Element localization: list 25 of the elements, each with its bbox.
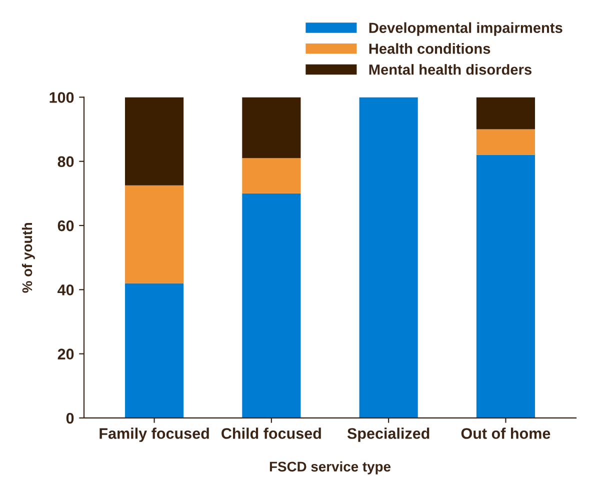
x-tick-label: Out of home <box>461 428 550 439</box>
bar <box>359 97 418 418</box>
legend-label: Health conditions <box>369 43 490 54</box>
y-axis-title: % of youth <box>22 222 35 293</box>
bar <box>476 97 535 130</box>
y-tick-label: 100 <box>50 92 74 103</box>
legend-label: Developmental impairments <box>369 22 562 36</box>
bar <box>476 129 535 155</box>
x-tick-label: Specialized <box>347 428 430 442</box>
bar <box>242 193 301 418</box>
y-tick-label: 20 <box>58 348 74 360</box>
bar <box>242 158 301 194</box>
bar <box>125 185 184 284</box>
x-axis-title: FSCD service type <box>270 461 391 474</box>
y-tick-label: 60 <box>58 220 74 232</box>
y-tick-label: 40 <box>58 284 74 296</box>
bar <box>125 97 184 186</box>
bar <box>476 154 535 418</box>
bar <box>242 97 301 158</box>
legend-label: Mental health disorders <box>369 64 532 75</box>
x-tick-label: Child focused <box>222 428 321 439</box>
bar <box>125 283 184 418</box>
x-tick-label: Family focused <box>100 428 209 442</box>
y-tick-label: 80 <box>58 156 74 168</box>
y-tick-label: 0 <box>66 412 74 424</box>
